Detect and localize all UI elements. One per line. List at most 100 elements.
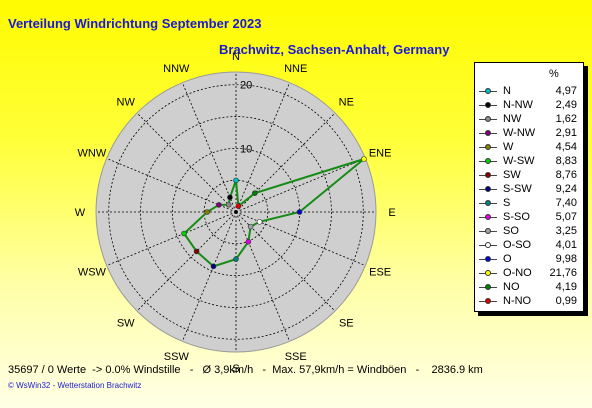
direction-label: N [232,51,240,63]
grid-spoke [182,82,237,213]
data-point [256,218,263,225]
data-point [181,230,187,237]
direction-label: SW [117,317,135,329]
chart-title: Verteilung Windrichtung September 2023 [8,16,262,31]
direction-label: SE [339,317,354,329]
legend-marker [485,130,491,136]
direction-label: NW [117,97,136,109]
legend-marker [485,88,491,94]
legend-header: % [549,68,559,80]
grid-spoke [235,211,336,312]
legend-label: SW [503,169,521,181]
legend-value: 1,62 [555,113,577,125]
direction-label: NNW [163,63,190,75]
legend-item: W-NW 2,91 [479,127,579,141]
legend-value: 3,25 [555,225,577,237]
legend-label: S-SO [503,211,530,223]
grid-spoke [235,158,366,213]
legend-item: N-NO 0,99 [479,295,579,309]
data-point [204,209,210,215]
legend-value: 9,98 [555,253,577,265]
radial-tick-label: 20 [240,80,252,92]
grid-spoke [235,211,366,266]
legend-value: 2,91 [555,127,577,139]
legend-marker [485,172,491,178]
grid-spoke [235,211,290,342]
legend-item: SO 3,25 [479,225,579,239]
legend-marker [485,270,491,276]
legend: % N 4,97 N-NW 2,49 NW 1,62 W-NW 2,91 W 4,54 W-SW 8,… [474,62,584,312]
grid-spoke [106,158,237,213]
legend-value: 4,01 [555,239,577,251]
data-point [193,248,200,255]
legend-value: 0,99 [555,295,577,307]
data-point [245,239,252,245]
direction-label: ESE [369,267,391,279]
legend-item: W 4,54 [479,141,579,155]
data-point [227,194,233,201]
legend-marker [485,186,491,192]
data-point [247,223,254,230]
direction-label: NNE [284,63,307,75]
legend-label: N-NO [503,295,532,307]
legend-value: 4,19 [555,281,577,293]
legend-value: 5,07 [555,211,577,223]
legend-label: W-SW [503,155,535,167]
data-point [233,177,239,184]
legend-value: 4,97 [555,85,577,97]
legend-label: W [503,141,514,153]
legend-label: O [503,253,512,265]
legend-label: N-NW [503,99,533,111]
legend-label: N [503,85,511,97]
grid-spoke [136,112,237,213]
legend-marker [485,298,491,304]
direction-label: E [388,207,395,219]
legend-marker [485,158,491,164]
direction-label: W [75,207,86,219]
legend-marker [485,284,491,290]
legend-marker [485,242,491,248]
legend-label: S-SW [503,183,532,195]
legend-item: O 9,98 [479,253,579,267]
grid-spoke [182,211,237,342]
data-point [216,202,222,208]
data-point [361,156,367,162]
legend-marker [485,116,491,122]
legend-value: 9,24 [555,183,577,195]
legend-value: 21,76 [549,267,577,279]
legend-item: S-SO 5,07 [479,211,579,225]
data-point [296,209,303,215]
direction-label: SSW [164,351,190,363]
stats-line: 35697 / 0 Werte -> 0.0% Windstille - Ø 3… [8,364,483,376]
legend-item: S 7,40 [479,197,579,211]
legend-item: N-NW 2,49 [479,99,579,113]
legend-item: O-SO 4,01 [479,239,579,253]
direction-label: S [232,363,239,375]
direction-label: ENE [369,147,392,159]
legend-value: 7,40 [555,197,577,209]
data-point [210,263,217,270]
legend-value: 4,54 [555,141,577,153]
legend-marker [485,228,491,234]
legend-label: O-NO [503,267,532,279]
legend-item: SW 8,76 [479,169,579,183]
legend-marker [485,144,491,150]
legend-label: W-NW [503,127,536,139]
legend-item: O-NO 21,76 [479,267,579,281]
legend-value: 8,76 [555,169,577,181]
data-point [225,201,232,208]
legend-marker [485,102,491,108]
direction-label: WSW [78,267,107,279]
chart-location: Brachwitz, Sachsen-Anhalt, Germany [219,42,450,57]
legend-value: 2,49 [555,99,577,111]
legend-item: W-SW 8,83 [479,155,579,169]
direction-label: SSE [285,351,307,363]
legend-item: NW 1,62 [479,113,579,127]
legend-label: SO [503,225,519,237]
legend-label: O-SO [503,239,532,251]
legend-marker [485,200,491,206]
legend-item: S-SW 9,24 [479,183,579,197]
legend-marker [485,256,491,262]
legend-item: NO 4,19 [479,281,579,295]
